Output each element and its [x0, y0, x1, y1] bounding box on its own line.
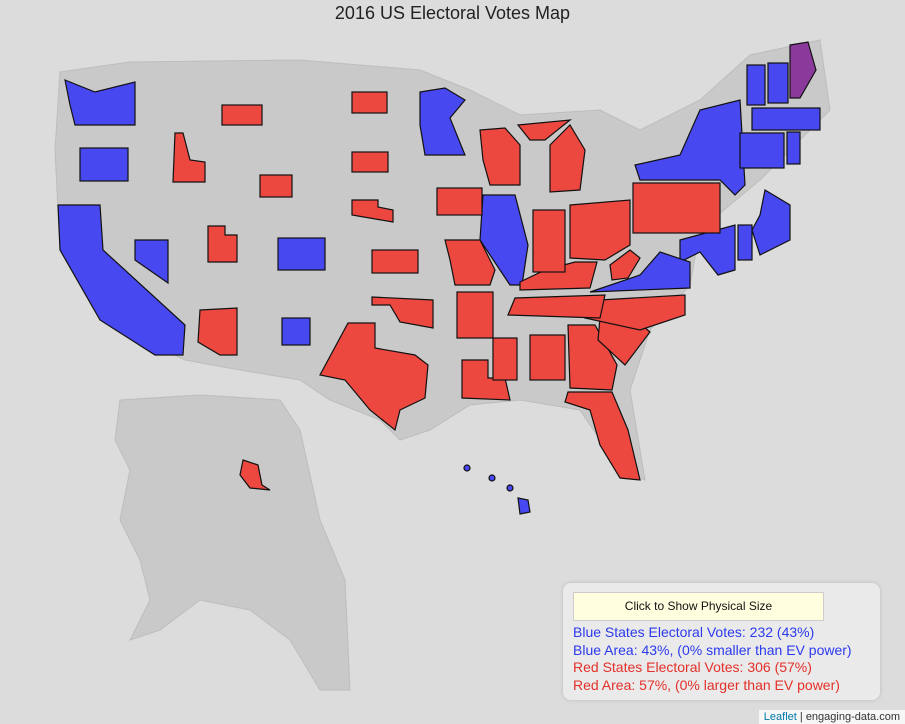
state: [789, 41, 817, 99]
state: [517, 497, 531, 515]
state: [479, 127, 521, 186]
state: [567, 324, 618, 391]
state: [207, 225, 238, 263]
attribution: Leaflet | engaging-data.com: [758, 710, 905, 724]
state: [529, 334, 566, 381]
source: engaging-data.com: [805, 711, 900, 723]
state: [319, 322, 429, 432]
state: [371, 249, 419, 274]
state: [751, 189, 791, 256]
info-line: Red Area: 57%, (0% larger than EV power): [573, 677, 840, 693]
basemap: [54, 39, 831, 691]
state: [419, 87, 466, 156]
state: [239, 459, 271, 491]
state: [436, 187, 483, 216]
state: [197, 307, 238, 356]
info-panel: Click to Show Physical Size Blue States …: [563, 583, 880, 700]
state: [506, 484, 514, 492]
state: [79, 147, 129, 182]
info-line: Blue States Electoral Votes: 232 (43%): [573, 624, 815, 640]
map-title: 2016 US Electoral Votes Map: [334, 3, 571, 23]
state: [751, 107, 821, 131]
info-line: Blue Area: 43%, (0% smaller than EV powe…: [573, 642, 852, 658]
leaflet-link[interactable]: Leaflet: [763, 711, 797, 723]
state: [632, 182, 721, 234]
state: [589, 251, 691, 293]
states: [57, 41, 821, 515]
state: [172, 132, 206, 183]
state: [564, 391, 641, 481]
state: [786, 131, 801, 165]
state: [739, 132, 785, 169]
toggle-button[interactable]: Click to Show Physical Size: [573, 592, 824, 621]
state: [351, 199, 394, 223]
state: [64, 79, 136, 126]
state: [767, 62, 789, 104]
state: [221, 104, 263, 126]
state: [351, 91, 388, 114]
state: [507, 294, 606, 319]
separator: |: [799, 711, 803, 723]
state: [569, 199, 631, 261]
state: [532, 209, 566, 273]
state: [516, 119, 572, 141]
state: [134, 239, 169, 285]
state: [463, 464, 471, 472]
state: [609, 249, 641, 281]
state: [634, 99, 746, 196]
state: [57, 204, 186, 356]
state: [281, 317, 311, 346]
info-line: Red States Electoral Votes: 306 (57%): [573, 659, 812, 675]
state: [492, 337, 518, 381]
state: [549, 124, 586, 193]
state: [456, 291, 494, 339]
state: [488, 474, 496, 482]
state: [277, 237, 326, 271]
state: [351, 151, 389, 173]
state: [737, 224, 753, 261]
state: [371, 296, 434, 329]
state: [746, 64, 766, 106]
state: [444, 239, 496, 286]
state: [259, 174, 293, 198]
